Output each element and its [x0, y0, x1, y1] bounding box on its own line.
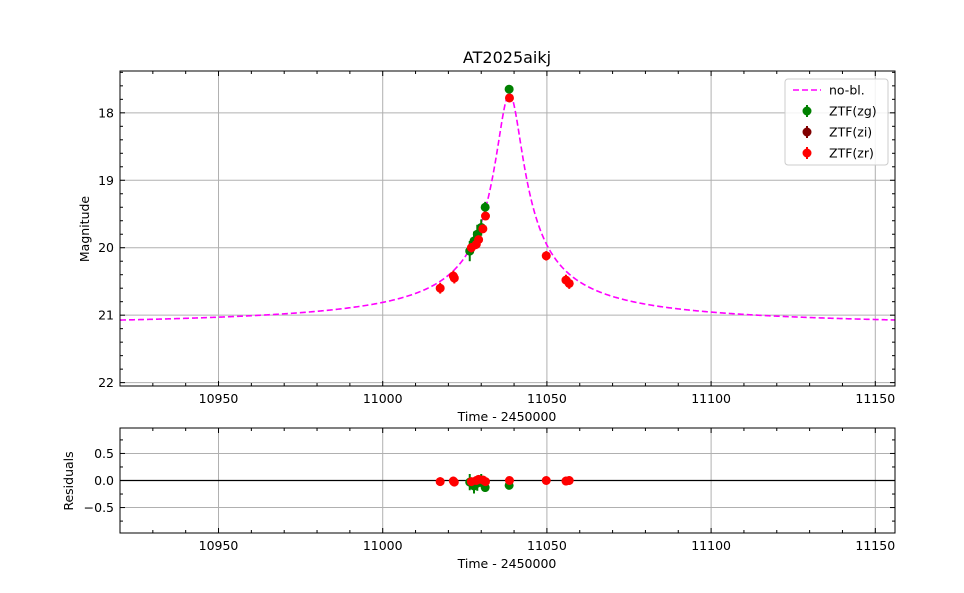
y-tick-label: 21 [98, 308, 114, 323]
residuals-panel: 10950 11000 11050 11100 11150 0.5 0.0 −0.5 Time… [61, 427, 896, 571]
legend-series-label: ZTF(zi) [829, 125, 872, 140]
y-tick-label: 18 [98, 105, 114, 120]
legend-model-label: no-bl. [829, 83, 865, 98]
data-point [480, 211, 490, 221]
legend-series-label: ZTF(zr) [829, 146, 874, 161]
y-tick-label: 19 [98, 173, 114, 188]
data-point [564, 278, 574, 288]
residual-points [435, 474, 574, 494]
data-point [504, 93, 514, 103]
residual-x-tick-label: 10950 [199, 538, 239, 553]
residual-x-tick-label: 11050 [527, 538, 567, 553]
y-tick-label: 20 [98, 240, 114, 255]
x-tick-label: 10950 [199, 391, 239, 406]
residual-point [564, 476, 574, 485]
data-point [474, 235, 484, 245]
data-point [478, 224, 488, 234]
data-point [435, 283, 445, 293]
residuals-x-axis-label: Time - 2450000 [457, 556, 557, 571]
x-tick-label: 11100 [691, 391, 731, 406]
residual-x-tick-label: 11000 [363, 538, 403, 553]
magnitude-grid [120, 71, 895, 386]
model-curve [119, 93, 896, 321]
residual-point [480, 477, 490, 487]
x-tick-label: 11150 [855, 391, 895, 406]
magnitude-ticks: 10950 11000 11050 11100 11150 18 19 20 21 22 [98, 71, 895, 406]
model-curve-group [119, 93, 896, 321]
residuals-y-axis-label: Residuals [61, 451, 76, 510]
x-tick-label: 11000 [363, 391, 403, 406]
residual-y-tick-label: 0.0 [94, 473, 114, 488]
magnitude-axes-frame [119, 70, 896, 387]
residuals-ticks: 10950 11000 11050 11100 11150 0.5 0.0 −0.5 [84, 428, 895, 553]
data-point [504, 84, 514, 94]
residual-y-tick-label: 0.5 [94, 446, 114, 461]
chart-title: AT2025aikj [463, 48, 551, 67]
magnitude-panel: AT2025aikj 10950 11000 11050 11100 11150 18 19… [77, 48, 896, 424]
data-point [541, 251, 551, 261]
data-point [480, 202, 490, 212]
residual-point [449, 477, 459, 487]
legend-marker-swatch [802, 148, 812, 158]
legend: no-bl. ZTF(zg) ZTF(zi) ZTF(zr) [784, 78, 889, 166]
residual-x-tick-label: 11100 [691, 538, 731, 553]
y-tick-label: 22 [98, 375, 114, 390]
legend-marker-swatch [802, 106, 812, 116]
residual-x-tick-label: 11150 [855, 538, 895, 553]
magnitude-y-axis-label: Magnitude [77, 196, 92, 263]
magnitude-x-axis-label: Time - 2450000 [457, 409, 557, 424]
residual-point [504, 476, 514, 485]
residual-y-tick-label: −0.5 [84, 500, 114, 515]
residual-point [541, 476, 551, 485]
magnitude-points [435, 84, 574, 294]
data-point [449, 273, 459, 283]
legend-box [784, 78, 889, 166]
residual-point [435, 477, 445, 487]
legend-marker-swatch [802, 127, 812, 137]
x-tick-label: 11050 [527, 391, 567, 406]
legend-series-label: ZTF(zg) [829, 104, 877, 119]
